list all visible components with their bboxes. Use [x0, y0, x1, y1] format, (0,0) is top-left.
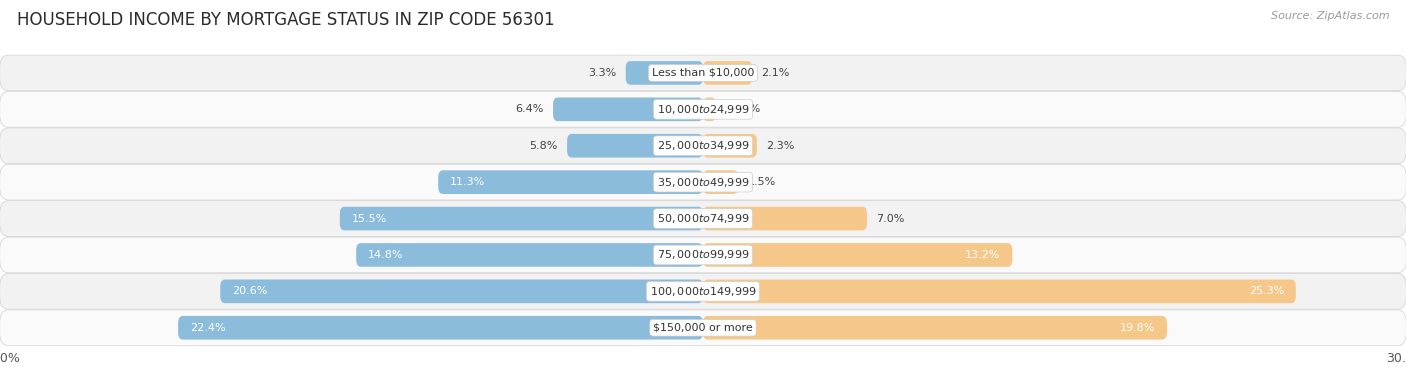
Text: $100,000 to $149,999: $100,000 to $149,999 — [650, 285, 756, 298]
FancyBboxPatch shape — [0, 164, 1406, 200]
Text: Less than $10,000: Less than $10,000 — [652, 68, 754, 78]
FancyBboxPatch shape — [703, 316, 1167, 339]
Text: 3.3%: 3.3% — [588, 68, 616, 78]
Text: $35,000 to $49,999: $35,000 to $49,999 — [657, 176, 749, 189]
FancyBboxPatch shape — [0, 91, 1406, 127]
Text: 2.1%: 2.1% — [762, 68, 790, 78]
Text: 5.8%: 5.8% — [529, 141, 558, 151]
FancyBboxPatch shape — [626, 61, 703, 85]
FancyBboxPatch shape — [703, 134, 756, 158]
Text: 11.3%: 11.3% — [450, 177, 485, 187]
FancyBboxPatch shape — [0, 201, 1406, 236]
FancyBboxPatch shape — [0, 237, 1406, 273]
Text: 15.5%: 15.5% — [352, 214, 387, 223]
FancyBboxPatch shape — [439, 170, 703, 194]
FancyBboxPatch shape — [179, 316, 703, 339]
Text: 1.5%: 1.5% — [748, 177, 776, 187]
Text: $50,000 to $74,999: $50,000 to $74,999 — [657, 212, 749, 225]
Text: $150,000 or more: $150,000 or more — [654, 323, 752, 333]
FancyBboxPatch shape — [221, 279, 703, 303]
FancyBboxPatch shape — [703, 243, 1012, 267]
FancyBboxPatch shape — [0, 128, 1406, 164]
Text: 13.2%: 13.2% — [966, 250, 1001, 260]
Text: Source: ZipAtlas.com: Source: ZipAtlas.com — [1271, 11, 1389, 21]
FancyBboxPatch shape — [703, 207, 868, 230]
Text: 6.4%: 6.4% — [515, 104, 544, 114]
Text: 19.8%: 19.8% — [1119, 323, 1156, 333]
FancyBboxPatch shape — [567, 134, 703, 158]
FancyBboxPatch shape — [703, 98, 716, 121]
Text: 7.0%: 7.0% — [876, 214, 905, 223]
Text: $10,000 to $24,999: $10,000 to $24,999 — [657, 103, 749, 116]
Text: 25.3%: 25.3% — [1249, 287, 1284, 296]
FancyBboxPatch shape — [0, 55, 1406, 91]
Text: 14.8%: 14.8% — [368, 250, 404, 260]
Text: $75,000 to $99,999: $75,000 to $99,999 — [657, 248, 749, 262]
Text: 0.55%: 0.55% — [725, 104, 761, 114]
FancyBboxPatch shape — [0, 274, 1406, 309]
FancyBboxPatch shape — [703, 279, 1296, 303]
Text: 2.3%: 2.3% — [766, 141, 794, 151]
FancyBboxPatch shape — [553, 98, 703, 121]
Text: 20.6%: 20.6% — [232, 287, 267, 296]
FancyBboxPatch shape — [0, 310, 1406, 345]
Text: $25,000 to $34,999: $25,000 to $34,999 — [657, 139, 749, 152]
Text: HOUSEHOLD INCOME BY MORTGAGE STATUS IN ZIP CODE 56301: HOUSEHOLD INCOME BY MORTGAGE STATUS IN Z… — [17, 11, 554, 29]
FancyBboxPatch shape — [340, 207, 703, 230]
FancyBboxPatch shape — [356, 243, 703, 267]
Text: 22.4%: 22.4% — [190, 323, 225, 333]
FancyBboxPatch shape — [703, 170, 738, 194]
FancyBboxPatch shape — [703, 61, 752, 85]
